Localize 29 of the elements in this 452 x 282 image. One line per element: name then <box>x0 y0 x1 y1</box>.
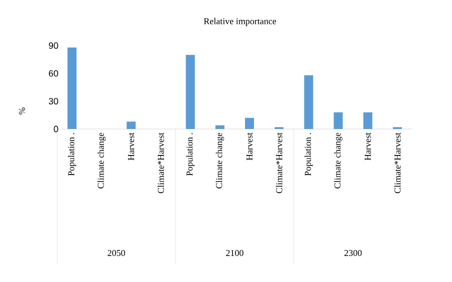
chart-title: Relative importance <box>204 18 276 26</box>
x-tick-label: Population . <box>186 133 194 176</box>
x-tick-label: Harvest <box>128 132 134 160</box>
x-tick-label: Climate change <box>334 132 342 188</box>
x-tick-label: Climate*Harvest <box>276 132 282 194</box>
y-axis-title: % <box>18 108 26 114</box>
x-tick-label: Climate change <box>97 132 106 188</box>
y-tick-label: 90 <box>48 42 58 49</box>
bar <box>186 54 195 130</box>
text: 2100 <box>226 250 244 256</box>
bar <box>363 112 372 130</box>
y-tick-label: 60 <box>48 70 58 77</box>
y-tick-label: 30 <box>48 98 58 104</box>
bar <box>215 125 224 130</box>
bar <box>68 47 77 130</box>
text: 2300 <box>344 250 362 256</box>
x-tick-label: Harvest <box>246 132 252 160</box>
x-tick-label: Climate*Harvest <box>158 132 164 194</box>
bar <box>126 122 136 130</box>
text: 2050 <box>108 250 126 256</box>
x-tick-label: Population . <box>304 133 313 176</box>
bar <box>304 75 314 130</box>
x-tick-label: Climate change <box>216 132 224 188</box>
y-tick-label: 0 <box>54 126 58 132</box>
bar <box>245 118 254 130</box>
x-tick-label: Climate*Harvest <box>394 132 401 194</box>
x-tick-label: Harvest <box>364 132 371 160</box>
bar <box>334 112 343 130</box>
x-tick-label: Population . <box>68 133 76 176</box>
